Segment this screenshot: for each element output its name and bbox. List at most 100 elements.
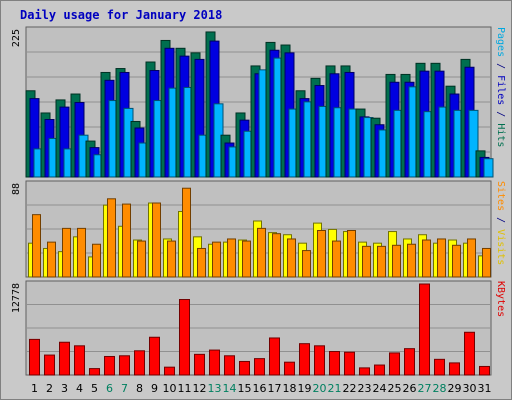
x-tick-label-day-8: 8 (136, 382, 143, 395)
bar-kbytes-day-30 (464, 331, 475, 376)
x-tick-label-day-23: 23 (358, 382, 372, 395)
legend-item: / (495, 105, 506, 123)
x-tick-label-day-13: 13 (208, 382, 222, 395)
x-tick-label-day-18: 18 (283, 382, 297, 395)
bar-sites-day-26 (407, 243, 416, 278)
bar-sites-day-10 (167, 240, 176, 278)
bar-kbytes-day-22 (344, 351, 355, 376)
bar-sites-day-5 (92, 243, 101, 278)
bar-sites-day-2 (47, 241, 56, 278)
bar-sites-day-31 (482, 247, 491, 278)
bar-kbytes-day-19 (299, 343, 310, 376)
x-tick-label-day-1: 1 (31, 382, 38, 395)
bar-kbytes-day-20 (314, 345, 325, 376)
bar-sites-day-13 (212, 241, 221, 278)
x-tick-label-day-14: 14 (223, 382, 237, 395)
x-tick-label-day-28: 28 (433, 382, 447, 395)
bar-kbytes-day-27 (419, 283, 430, 376)
bar-kbytes-day-24 (374, 364, 385, 376)
legend-hits-files-pages: Pages / Files / Hits (495, 27, 506, 147)
y-max-label-kbytes: 12778 (11, 283, 22, 313)
bar-sites-day-21 (332, 240, 341, 278)
bar-sites-day-1 (32, 214, 41, 278)
x-tick-label-day-30: 30 (463, 382, 477, 395)
bar-kbytes-day-3 (59, 341, 70, 376)
y-max-label-visits-sites: 88 (11, 183, 22, 195)
x-tick-label-day-7: 7 (121, 382, 128, 395)
bar-kbytes-day-1 (29, 338, 40, 376)
x-tick-label-day-16: 16 (253, 382, 267, 395)
legend-item: / (495, 57, 506, 75)
legend-item: Hits (495, 123, 506, 147)
bar-kbytes-day-28 (434, 358, 445, 376)
bar-kbytes-day-16 (254, 358, 265, 376)
bar-sites-day-25 (392, 244, 401, 278)
bar-sites-day-8 (137, 240, 146, 278)
bar-kbytes-day-5 (89, 368, 100, 376)
bar-kbytes-day-17 (269, 337, 280, 376)
x-tick-label-day-17: 17 (268, 382, 282, 395)
legend-item: KBytes (495, 281, 506, 317)
x-tick-label-day-11: 11 (178, 382, 192, 395)
bar-kbytes-day-8 (134, 350, 145, 376)
bar-pages-day-30 (468, 109, 479, 178)
bar-kbytes-day-18 (284, 361, 295, 376)
bar-kbytes-day-21 (329, 350, 340, 376)
bar-sites-day-16 (257, 227, 266, 278)
legend-kbytes: KBytes (495, 281, 506, 317)
bar-sites-day-11 (182, 187, 191, 278)
bar-sites-day-3 (62, 227, 71, 278)
x-tick-label-day-5: 5 (91, 382, 98, 395)
bar-sites-day-27 (422, 239, 431, 278)
bar-kbytes-day-2 (44, 354, 55, 376)
bar-kbytes-day-4 (74, 345, 85, 376)
x-tick-label-day-20: 20 (313, 382, 327, 395)
bar-kbytes-day-9 (149, 336, 160, 376)
x-tick-label-day-19: 19 (298, 382, 312, 395)
legend-item: / (495, 211, 506, 229)
x-tick-label-day-25: 25 (388, 382, 402, 395)
x-tick-label-day-22: 22 (343, 382, 357, 395)
legend-visits-sites: Sites / Visits (495, 181, 506, 265)
legend-item: Sites (495, 181, 506, 211)
bar-sites-day-15 (242, 240, 251, 278)
bar-kbytes-day-10 (164, 366, 175, 376)
bar-sites-day-12 (197, 247, 206, 278)
bar-kbytes-day-26 (404, 348, 415, 376)
x-tick-label-day-21: 21 (328, 382, 342, 395)
bar-pages-day-31 (483, 158, 494, 178)
bar-sites-day-9 (152, 202, 161, 278)
bar-kbytes-day-25 (389, 352, 400, 376)
x-tick-label-day-9: 9 (151, 382, 158, 395)
bar-sites-day-17 (272, 233, 281, 278)
bar-kbytes-day-12 (194, 353, 205, 376)
bar-sites-day-18 (287, 238, 296, 278)
x-tick-label-day-27: 27 (418, 382, 432, 395)
bar-sites-day-24 (377, 245, 386, 278)
bar-sites-day-14 (227, 238, 236, 278)
legend-item: Pages (495, 27, 506, 57)
x-tick-label-day-26: 26 (403, 382, 417, 395)
bar-sites-day-22 (347, 230, 356, 278)
y-max-label-hits-files-pages: 225 (11, 29, 22, 47)
bar-kbytes-day-29 (449, 362, 460, 376)
bar-kbytes-day-7 (119, 355, 130, 376)
bar-sites-day-30 (467, 238, 476, 278)
bar-kbytes-day-15 (239, 360, 250, 376)
x-tick-label-day-12: 12 (193, 382, 207, 395)
bar-sites-day-29 (452, 244, 461, 278)
bar-kbytes-day-14 (224, 355, 235, 376)
legend-item: Files (495, 75, 506, 105)
bar-sites-day-28 (437, 238, 446, 278)
x-tick-label-day-15: 15 (238, 382, 252, 395)
bar-sites-day-4 (77, 227, 86, 278)
bar-sites-day-20 (317, 230, 326, 278)
bar-sites-day-23 (362, 245, 371, 278)
bar-kbytes-day-13 (209, 349, 220, 376)
bar-kbytes-day-23 (359, 367, 370, 376)
x-tick-label-day-29: 29 (448, 382, 462, 395)
x-tick-label-day-10: 10 (163, 382, 177, 395)
legend-item: Visits (495, 229, 506, 265)
